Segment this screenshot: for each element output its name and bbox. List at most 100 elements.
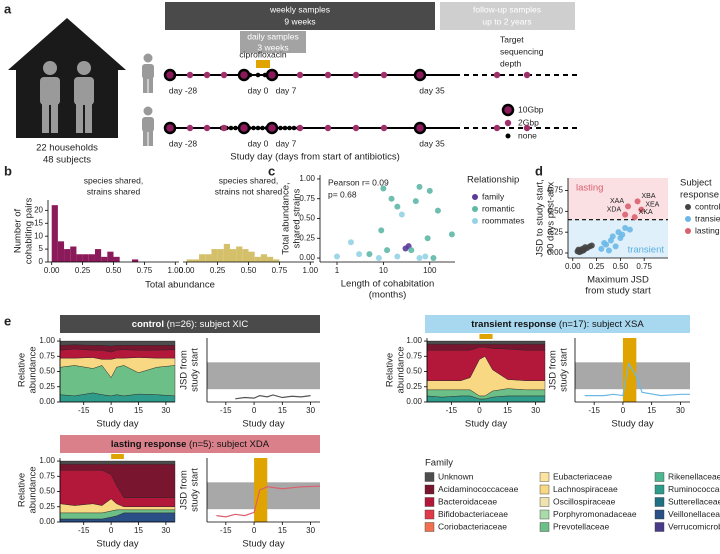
person-icon xyxy=(142,53,154,93)
y-axis-label: JSD to study start, xyxy=(535,179,546,257)
x-tick-label: 15 xyxy=(278,406,287,415)
x-tick-label: 30 xyxy=(161,406,170,415)
sample-2gbp xyxy=(220,124,228,132)
sample-2gbp xyxy=(493,124,501,132)
region-label: transient xyxy=(628,245,665,256)
point xyxy=(625,203,631,210)
legend-item: Porphyromonadaceae xyxy=(553,509,637,519)
sample-none xyxy=(228,125,234,131)
x-tick-label: -15 xyxy=(220,526,232,535)
legend-item: transient xyxy=(695,213,720,223)
y-axis-label: Relative xyxy=(17,473,28,507)
sample-10gbp xyxy=(265,68,279,82)
y-tick-label: 0 xyxy=(39,257,44,266)
x-tick-label: 1.00 xyxy=(303,266,319,275)
sample-10gbp xyxy=(163,121,177,135)
house-icon xyxy=(8,18,126,138)
legend-marker xyxy=(501,103,515,117)
point xyxy=(634,198,641,205)
sample-none xyxy=(260,125,265,131)
x-axis-label: Study day xyxy=(242,419,284,430)
person-icon xyxy=(142,106,154,146)
y-axis-label: study start xyxy=(559,348,570,392)
point-label: XKA xyxy=(639,209,653,216)
x-tick-label: -15 xyxy=(446,406,458,415)
header-bar xyxy=(60,435,320,453)
legend-swatch xyxy=(424,484,435,495)
header-bar xyxy=(60,315,320,333)
point xyxy=(422,253,429,260)
x-tick-label: 30 xyxy=(676,406,685,415)
x-tick-label: 15 xyxy=(134,406,143,415)
legend-item: Bacteroidaceae xyxy=(438,496,497,506)
bar xyxy=(205,254,212,262)
legend-item: family xyxy=(482,191,505,201)
y-axis-label: abundance xyxy=(396,346,407,393)
y-tick-label: 0.00 xyxy=(547,248,563,257)
point xyxy=(448,231,455,238)
bar xyxy=(192,259,200,262)
x-tick-label: 0 xyxy=(109,526,114,535)
panel-label: e xyxy=(4,313,11,328)
bar xyxy=(113,256,120,262)
bar xyxy=(236,246,243,262)
sample-none xyxy=(255,72,261,78)
day-label: day 7 xyxy=(276,85,297,95)
y-tick-label: 0.75 xyxy=(39,351,55,360)
sample-10gbp xyxy=(413,68,427,82)
sample-2gbp xyxy=(352,71,360,79)
legend-item: Rikenellaceae xyxy=(668,471,720,481)
subtitle: strains shared xyxy=(87,186,141,196)
legend-swatch xyxy=(654,472,665,482)
legend-swatch xyxy=(654,522,665,532)
x-tick-label: -15 xyxy=(78,526,90,535)
area xyxy=(59,340,176,347)
y-tick-label: 20 xyxy=(34,205,43,214)
header: transient response (n=17): subject XSA xyxy=(471,319,644,330)
legend-marker xyxy=(504,119,512,127)
x-tick-label: 30 xyxy=(306,406,315,415)
legend-item: Unknown xyxy=(438,471,474,481)
bar xyxy=(51,205,58,262)
bar xyxy=(242,249,249,262)
x-axis-label: Study day xyxy=(242,539,284,550)
x-tick-label: 0 xyxy=(477,406,482,415)
households: 22 households xyxy=(36,143,98,154)
bar xyxy=(57,241,65,262)
legend-swatch xyxy=(539,472,550,482)
sample-2gbp xyxy=(186,71,194,79)
sample-none xyxy=(282,125,288,131)
point xyxy=(612,243,619,250)
sample-10gbp xyxy=(237,68,251,82)
point-label: XEA xyxy=(645,202,659,209)
y-axis-label: cohabiting pairs xyxy=(24,197,35,264)
sample-2gbp xyxy=(380,71,388,79)
x-tick-label: 0.50 xyxy=(106,266,122,275)
line xyxy=(216,485,321,518)
sample-10gbp xyxy=(265,121,279,135)
area xyxy=(426,340,546,345)
legend-marker xyxy=(472,218,478,224)
y-tick-label: 0.50 xyxy=(547,206,563,215)
legend-marker xyxy=(685,216,691,222)
legend-swatch xyxy=(424,497,435,507)
legend-marker xyxy=(685,204,691,210)
panel-label: b xyxy=(4,163,12,178)
y-axis-label: JSD from xyxy=(179,350,190,390)
area xyxy=(59,460,176,465)
x-tick-label: 0.25 xyxy=(210,266,226,275)
legend-title: depth xyxy=(500,58,522,68)
point xyxy=(622,225,629,231)
point xyxy=(588,242,595,249)
legend-item: Veillonellaceae xyxy=(668,509,720,519)
header: control (n=26): subject XIC xyxy=(132,319,249,330)
y-tick-label: 0.00 xyxy=(406,397,422,406)
y-tick-label: 1.00 xyxy=(39,336,55,345)
legend-item: Acidaminococcaceae xyxy=(438,484,519,494)
y-tick-label: 0.50 xyxy=(299,214,315,223)
point xyxy=(626,226,633,233)
legend-title: Subject xyxy=(680,178,712,189)
x-tick-label: 0.75 xyxy=(137,266,153,275)
day-label: day -28 xyxy=(169,85,198,95)
bar xyxy=(82,254,89,262)
